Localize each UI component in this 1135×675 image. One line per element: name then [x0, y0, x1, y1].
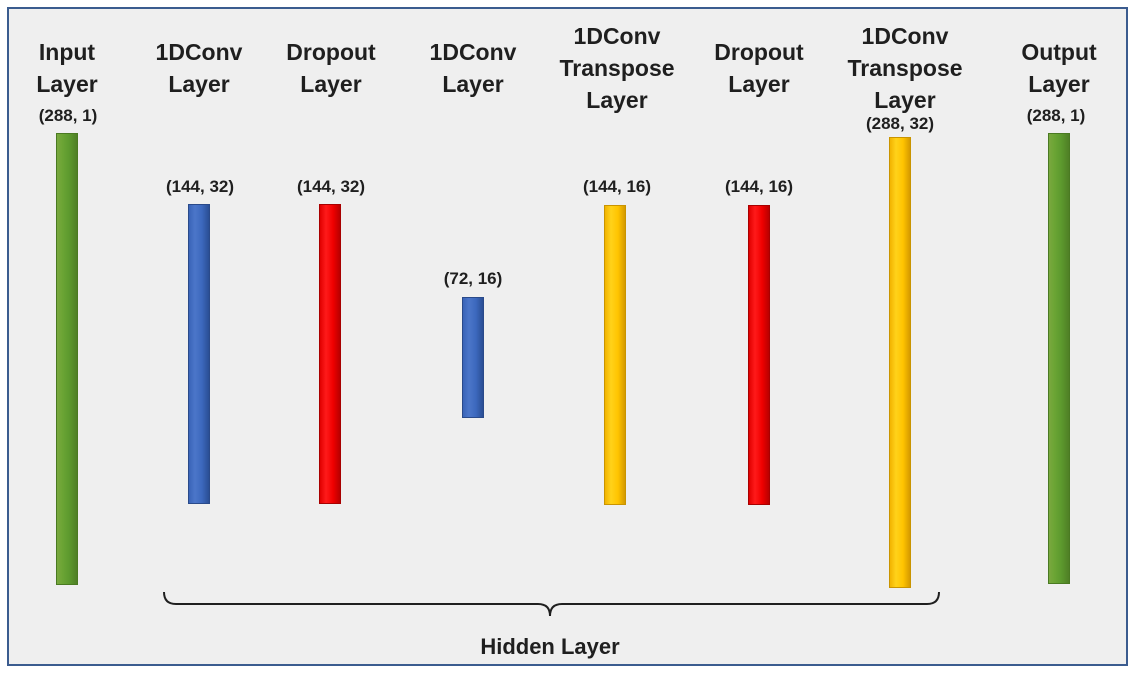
dropout2-layer-title-line1: Dropout: [714, 39, 804, 65]
conv-transpose1-layer-shape: (144, 16): [582, 177, 652, 196]
conv-transpose1-layer-title: 1DConv Transpose Layer: [559, 20, 674, 116]
conv1-layer-shape: (144, 32): [165, 177, 235, 196]
dropout2-layer-title: Dropout Layer: [714, 36, 803, 100]
output-layer-title-line2: Layer: [1028, 71, 1090, 97]
conv-transpose2-layer-title: 1DConv Transpose Layer: [847, 20, 962, 116]
conv-transpose2-layer-title-line2: Transpose: [847, 55, 963, 81]
output-layer-bar: [1048, 133, 1070, 584]
conv-transpose1-layer-bar: [604, 205, 626, 505]
dropout1-layer-title-line2: Layer: [300, 71, 362, 97]
conv1-layer-title-line1: 1DConv: [155, 39, 243, 65]
conv2-layer-title-line2: Layer: [442, 71, 504, 97]
output-layer-title: Output Layer: [1021, 36, 1096, 100]
dropout1-layer-title: Dropout Layer: [286, 36, 375, 100]
conv-transpose1-layer-title-line2: Transpose: [559, 55, 675, 81]
input-layer-shape: (288, 1): [38, 106, 98, 125]
dropout1-layer-bar: [319, 204, 341, 504]
conv1-layer-title: 1DConv Layer: [156, 36, 243, 100]
output-layer-shape: (288, 1): [1026, 106, 1086, 125]
input-layer-title-line2: Layer: [36, 71, 98, 97]
conv-transpose2-layer-title-line1: 1DConv: [861, 23, 949, 49]
hidden-layer-label: Hidden Layer: [480, 634, 620, 659]
conv2-layer-title: 1DConv Layer: [430, 36, 517, 100]
input-layer-title-line1: Input: [38, 39, 96, 65]
conv-transpose2-layer-title-line3: Layer: [874, 87, 936, 113]
dropout2-layer-bar: [748, 205, 770, 505]
output-layer-title-line1: Output: [1021, 39, 1097, 65]
conv1-layer-title-line2: Layer: [168, 71, 230, 97]
dropout1-layer-shape: (144, 32): [296, 177, 366, 196]
input-layer-bar: [56, 133, 78, 585]
conv-transpose1-layer-title-line1: 1DConv: [573, 23, 661, 49]
conv-transpose2-layer-shape: (288, 32): [865, 114, 935, 133]
conv2-layer-shape: (72, 16): [443, 269, 503, 288]
dropout1-layer-title-line1: Dropout: [286, 39, 376, 65]
dropout2-layer-title-line2: Layer: [728, 71, 790, 97]
conv2-layer-title-line1: 1DConv: [429, 39, 517, 65]
conv-transpose2-layer-bar: [889, 137, 911, 588]
input-layer-title: Input Layer: [36, 36, 97, 100]
conv2-layer-bar: [462, 297, 484, 418]
dropout2-layer-shape: (144, 16): [724, 177, 794, 196]
conv1-layer-bar: [188, 204, 210, 504]
conv-transpose1-layer-title-line3: Layer: [586, 87, 648, 113]
